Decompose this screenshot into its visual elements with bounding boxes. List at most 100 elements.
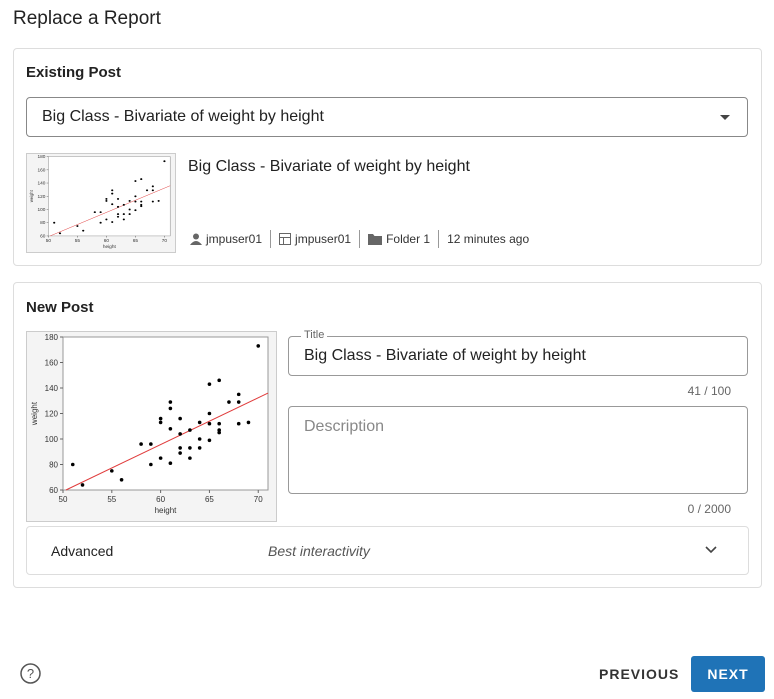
point [236, 421, 241, 426]
field-label: Title [301, 329, 328, 341]
y-tick-label: 140 [45, 384, 59, 393]
description-placeholder: Description [304, 418, 385, 435]
title-field[interactable]: Title Big Class - Bivariate of weight by… [288, 329, 748, 376]
point [197, 437, 202, 441]
point [111, 203, 114, 206]
point [168, 427, 173, 431]
point [105, 197, 108, 200]
plot-area [48, 156, 171, 237]
help-icon[interactable]: ? [20, 663, 41, 684]
x-axis-label: height [155, 506, 178, 515]
point [140, 178, 143, 181]
point [116, 213, 120, 216]
meta-owner: jmpuser01 [295, 232, 352, 246]
point [217, 430, 221, 435]
existing-card: Existing Post Big Class - Bivariate of w… [13, 48, 762, 266]
point [105, 218, 108, 221]
x-tick-label: 55 [75, 238, 81, 243]
new-card: New Post 50 55 60 65 70 60 80 100 120 140 160 180 he… [13, 282, 762, 588]
previous-button[interactable]: PREVIOUS [599, 666, 680, 682]
advanced-label: Advanced [51, 543, 114, 559]
point [70, 462, 75, 467]
point [197, 420, 202, 425]
point [134, 195, 137, 198]
post-meta: jmpuser01 jmpuser01 Folder 1 12 minutes … [190, 230, 529, 248]
section-heading: New Post [26, 299, 94, 316]
y-tick-label: 180 [37, 154, 45, 159]
title-value: Big Class - Bivariate of weight by heigh… [304, 347, 586, 364]
point [158, 456, 163, 460]
next-button[interactable]: NEXT [691, 656, 765, 692]
y-tick-label: 180 [45, 333, 59, 342]
point [236, 400, 241, 404]
y-tick-label: 100 [45, 435, 59, 444]
y-tick-label: 140 [37, 181, 45, 186]
point [178, 432, 182, 436]
x-tick-label: 65 [133, 238, 139, 243]
x-tick-label: 60 [156, 495, 165, 504]
point [178, 451, 182, 455]
point [128, 199, 131, 202]
point [188, 456, 192, 460]
x-axis-label: height [103, 244, 117, 249]
point [99, 221, 102, 224]
thumbnail: 50 55 60 65 70 60 80 100 120 140 160 180 height weigh… [26, 153, 176, 253]
point [128, 208, 131, 211]
point [116, 205, 120, 208]
point [134, 209, 137, 212]
point [158, 416, 163, 421]
point [93, 211, 96, 214]
point [168, 406, 173, 411]
point [168, 400, 173, 404]
meta-time: 12 minutes ago [447, 232, 530, 246]
point [151, 200, 154, 203]
point [168, 461, 173, 466]
point [246, 420, 251, 425]
table-icon [279, 233, 292, 245]
point [227, 400, 231, 404]
y-tick-label: 60 [40, 234, 46, 239]
fit-line [65, 392, 269, 491]
point [139, 442, 143, 446]
x-tick-label: 65 [205, 495, 214, 504]
meta-user: jmpuser01 [206, 232, 263, 246]
post-select[interactable]: Big Class - Bivariate of weight by heigh… [26, 97, 748, 137]
y-axis-label: weight [29, 190, 34, 203]
point [128, 213, 131, 216]
point [76, 225, 79, 227]
y-tick-label: 160 [45, 359, 59, 368]
point [188, 428, 192, 432]
folder-icon [368, 234, 383, 245]
point [151, 189, 154, 192]
y-tick-label: 120 [37, 194, 45, 199]
point [111, 189, 114, 192]
chart: 50 55 60 65 70 60 80 100 120 140 160 180 height weigh… [26, 331, 277, 522]
point [157, 199, 160, 202]
point [256, 344, 261, 348]
point [149, 442, 153, 446]
y-tick-label: 160 [37, 168, 45, 173]
point [207, 411, 212, 416]
select-value: Big Class - Bivariate of weight by heigh… [42, 108, 324, 125]
point [119, 478, 124, 482]
y-tick-label: 100 [37, 207, 45, 212]
point [111, 192, 114, 195]
point [140, 205, 143, 208]
section-heading: Existing Post [26, 64, 122, 81]
advanced-row[interactable]: Advanced Best interactivity [26, 526, 749, 575]
y-axis-label: weight [30, 401, 39, 426]
point [134, 180, 137, 182]
x-tick-label: 50 [46, 238, 52, 243]
description-field[interactable]: Description [288, 406, 748, 494]
point [151, 185, 154, 188]
y-tick-label: 60 [49, 486, 58, 495]
x-tick-label: 70 [254, 495, 263, 504]
point [217, 378, 221, 383]
y-tick-label: 80 [40, 221, 46, 226]
x-tick-label: 60 [104, 238, 110, 243]
point [217, 428, 221, 432]
point [178, 446, 182, 450]
point [140, 200, 143, 203]
post-title: Big Class - Bivariate of weight by heigh… [188, 158, 470, 175]
